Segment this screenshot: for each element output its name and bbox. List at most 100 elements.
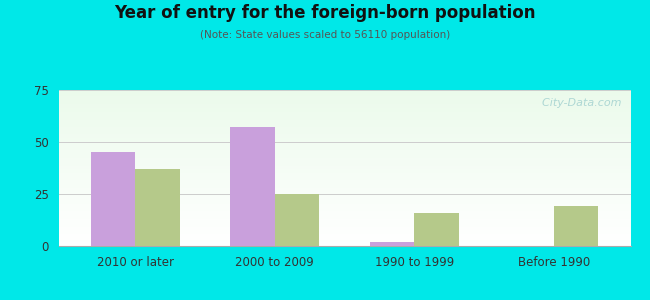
Bar — [58, 159, 630, 160]
Bar — [58, 202, 630, 203]
Bar — [58, 98, 630, 99]
Bar — [58, 95, 630, 96]
Bar — [135, 169, 180, 246]
Bar — [58, 166, 630, 167]
Bar — [58, 183, 630, 184]
Bar — [58, 103, 630, 104]
Bar — [58, 190, 630, 191]
Bar — [58, 176, 630, 177]
Bar — [58, 172, 630, 173]
Bar — [58, 128, 630, 129]
Bar — [58, 161, 630, 162]
Bar — [58, 184, 630, 185]
Bar — [58, 140, 630, 141]
Bar — [58, 188, 630, 189]
Bar — [58, 156, 630, 157]
Bar — [58, 228, 630, 229]
Bar — [58, 126, 630, 127]
Bar — [58, 162, 630, 163]
Bar — [58, 204, 630, 205]
Bar — [58, 226, 630, 227]
Bar — [58, 90, 630, 91]
Bar — [58, 182, 630, 183]
Bar — [58, 163, 630, 164]
Bar — [58, 213, 630, 214]
Bar — [58, 158, 630, 159]
Bar — [58, 167, 630, 168]
Bar — [58, 208, 630, 209]
Legend: 56110, Minnesota: 56110, Minnesota — [254, 296, 435, 300]
Bar — [58, 225, 630, 226]
Bar — [58, 144, 630, 145]
Bar — [58, 146, 630, 147]
Bar — [58, 238, 630, 239]
Bar — [58, 105, 630, 106]
Bar — [58, 210, 630, 211]
Bar — [58, 157, 630, 158]
Bar — [58, 233, 630, 234]
Bar — [58, 223, 630, 224]
Bar — [58, 169, 630, 170]
Bar — [58, 178, 630, 179]
Bar — [58, 211, 630, 212]
Bar — [58, 171, 630, 172]
Bar — [58, 115, 630, 116]
Bar — [58, 242, 630, 243]
Bar — [58, 139, 630, 140]
Bar — [58, 100, 630, 101]
Bar — [58, 187, 630, 188]
Bar — [58, 154, 630, 155]
Bar — [58, 177, 630, 178]
Bar — [58, 192, 630, 193]
Bar — [58, 218, 630, 219]
Bar — [58, 230, 630, 231]
Text: (Note: State values scaled to 56110 population): (Note: State values scaled to 56110 popu… — [200, 30, 450, 40]
Bar — [58, 129, 630, 130]
Bar — [58, 160, 630, 161]
Bar — [58, 239, 630, 240]
Bar — [370, 242, 414, 246]
Bar — [58, 175, 630, 176]
Bar — [58, 143, 630, 144]
Bar — [58, 231, 630, 232]
Bar — [58, 195, 630, 196]
Bar — [58, 108, 630, 109]
Bar — [58, 196, 630, 197]
Bar — [58, 185, 630, 186]
Bar — [58, 207, 630, 208]
Bar — [58, 101, 630, 102]
Bar — [58, 111, 630, 112]
Bar — [58, 168, 630, 169]
Bar — [58, 201, 630, 202]
Bar — [58, 145, 630, 146]
Bar — [58, 109, 630, 110]
Bar — [58, 170, 630, 171]
Bar — [554, 206, 599, 246]
Bar — [58, 151, 630, 152]
Bar — [414, 213, 459, 246]
Bar — [90, 152, 135, 246]
Bar — [58, 241, 630, 242]
Bar — [58, 181, 630, 182]
Bar — [58, 106, 630, 107]
Bar — [58, 236, 630, 237]
Bar — [58, 193, 630, 194]
Bar — [58, 141, 630, 142]
Bar — [58, 142, 630, 143]
Bar — [58, 131, 630, 132]
Bar — [58, 217, 630, 218]
Bar — [58, 173, 630, 174]
Bar — [58, 212, 630, 213]
Bar — [58, 125, 630, 126]
Bar — [58, 165, 630, 166]
Bar — [58, 200, 630, 201]
Bar — [58, 148, 630, 149]
Bar — [58, 206, 630, 207]
Bar — [58, 92, 630, 93]
Bar — [58, 220, 630, 221]
Bar — [58, 112, 630, 113]
Bar — [58, 97, 630, 98]
Bar — [58, 234, 630, 235]
Bar — [58, 180, 630, 181]
Bar — [58, 237, 630, 238]
